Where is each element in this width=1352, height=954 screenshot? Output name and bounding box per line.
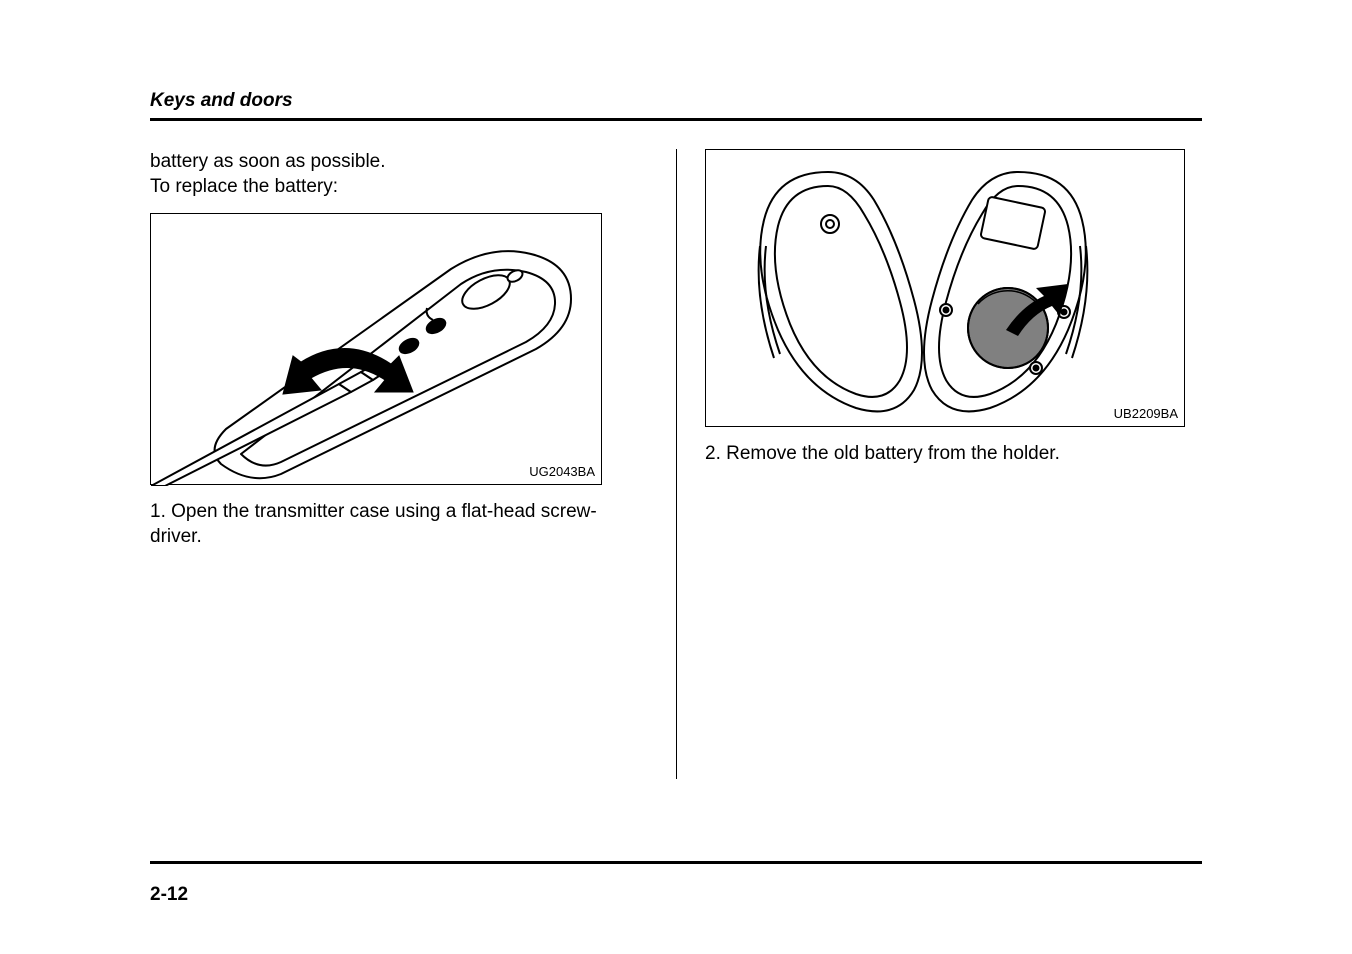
- figure-code-left: UG2043BA: [529, 463, 595, 480]
- section-title: Keys and doors: [150, 90, 1202, 112]
- step-2-text: 2. Remove the old battery from the holde…: [705, 441, 1202, 466]
- intro-text: battery as soon as possible. To replace …: [150, 149, 648, 199]
- intro-line-1: battery as soon as possible.: [150, 151, 386, 172]
- illustration-remove-battery: [706, 150, 1186, 428]
- bottom-horizontal-rule: [150, 861, 1202, 864]
- manual-page: Keys and doors battery as soon as possib…: [0, 0, 1352, 954]
- page-number: 2-12: [150, 884, 188, 906]
- two-column-layout: battery as soon as possible. To replace …: [150, 149, 1202, 779]
- step-1-text: 1. Open the transmitter case using a fla…: [150, 499, 648, 549]
- right-column: UB2209BA 2. Remove the old battery from …: [676, 149, 1202, 779]
- illustration-open-case: [151, 214, 603, 486]
- figure-open-case: UG2043BA: [150, 213, 602, 485]
- content-area: Keys and doors battery as soon as possib…: [150, 90, 1202, 864]
- left-column: battery as soon as possible. To replace …: [150, 149, 676, 779]
- top-horizontal-rule: [150, 118, 1202, 121]
- figure-code-right: UB2209BA: [1114, 405, 1178, 422]
- figure-remove-battery: UB2209BA: [705, 149, 1185, 427]
- intro-line-2: To replace the battery:: [150, 176, 338, 197]
